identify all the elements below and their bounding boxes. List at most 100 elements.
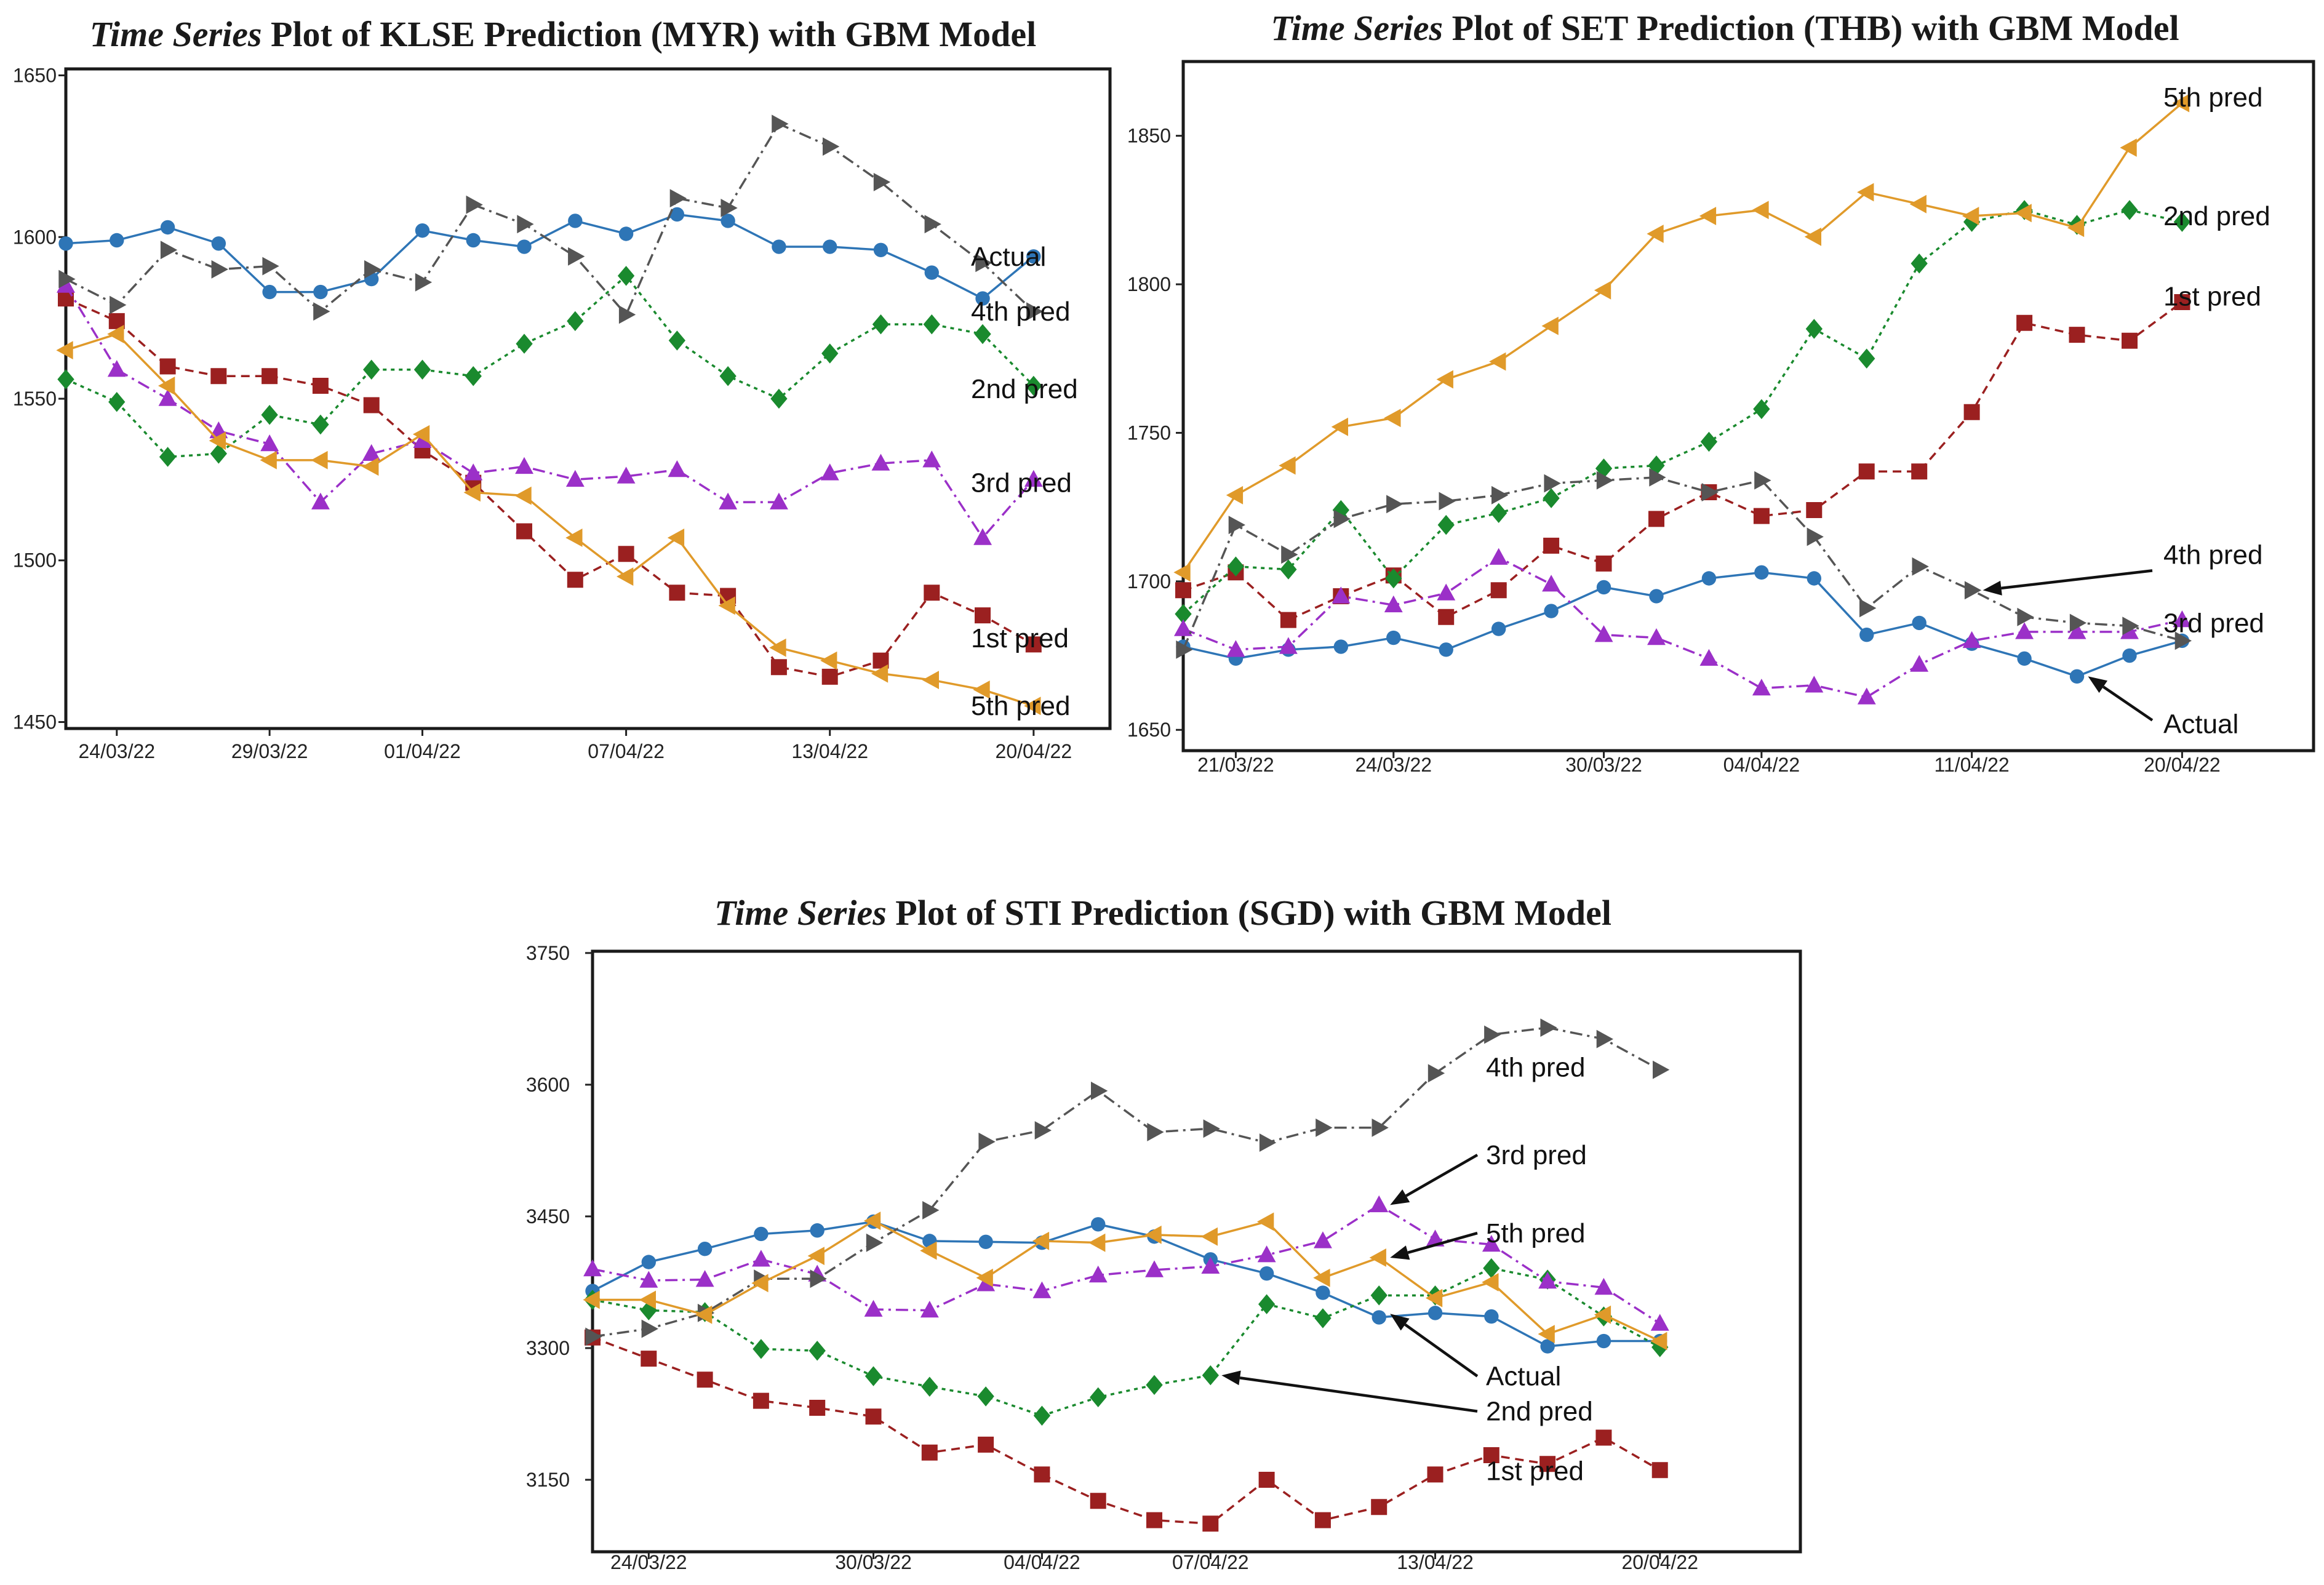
data-point: [2121, 200, 2138, 220]
data-point: [2016, 314, 2033, 331]
x-tick-label: 20/04/22: [996, 740, 1072, 762]
series-3rd-pred: [57, 276, 1043, 545]
data-point: [1146, 1512, 1162, 1528]
y-tick-label: 1800: [1127, 273, 1171, 295]
data-point: [1964, 581, 1982, 600]
data-point: [1427, 1466, 1444, 1483]
y-axis: 3150 3300 3450 3600 3750: [526, 942, 593, 1491]
data-point: [1316, 1285, 1330, 1300]
data-point: [695, 1305, 713, 1324]
data-point: [1090, 1387, 1107, 1408]
data-point: [721, 199, 738, 217]
data-point: [1858, 463, 1875, 480]
callout-label: 5th pred: [1486, 1218, 1585, 1248]
data-point: [1372, 1310, 1386, 1325]
data-point: [57, 276, 75, 293]
data-point: [719, 366, 737, 386]
data-point: [107, 360, 126, 377]
data-point: [1910, 655, 1929, 672]
series-2nd-pred: [57, 266, 1042, 467]
series-line: [65, 297, 1034, 678]
data-point: [210, 444, 227, 464]
y-tick-label: 3750: [526, 942, 570, 964]
data-point: [110, 233, 124, 248]
data-point: [1596, 471, 1614, 490]
data-point: [262, 257, 279, 276]
callout-label: Actual: [1486, 1362, 1561, 1392]
data-point: [1701, 571, 1717, 586]
data-point: [1701, 483, 1719, 501]
data-point: [516, 523, 532, 540]
data-point: [1025, 375, 1042, 396]
data-point: [1912, 557, 1929, 576]
series-line: [65, 213, 1034, 300]
series-line: [65, 274, 1035, 458]
callout-arrow-shaft: [1405, 1154, 1479, 1197]
data-point: [639, 1271, 658, 1288]
data-point: [56, 341, 73, 360]
data-point: [2069, 613, 2087, 633]
data-point: [1228, 516, 1245, 535]
data-point: [1091, 1217, 1106, 1232]
data-point: [466, 233, 481, 248]
callout-label: 3rd pred: [1486, 1140, 1587, 1170]
data-point: [1145, 1260, 1164, 1277]
data-point: [159, 358, 176, 375]
data-point: [641, 1255, 657, 1269]
data-point: [158, 377, 175, 395]
data-point: [872, 652, 889, 669]
series-line: [593, 1220, 1661, 1343]
series-line: [592, 1336, 1661, 1525]
data-point: [583, 1290, 600, 1309]
series-line: [1182, 476, 2182, 650]
series-line: [592, 1204, 1661, 1325]
data-point: [1090, 1493, 1106, 1509]
data-point: [1542, 575, 1560, 592]
data-point: [718, 596, 735, 615]
data-point: [1372, 1118, 1389, 1137]
data-point: [1911, 254, 1928, 274]
data-point: [1259, 1133, 1277, 1152]
data-point: [415, 223, 430, 238]
callout-arrow: [1390, 1314, 1479, 1378]
data-point: [1281, 545, 1298, 564]
data-point: [618, 226, 634, 241]
data-point: [583, 1259, 602, 1277]
y-tick-label: 1550: [13, 388, 57, 410]
series-5th-pred: [583, 1212, 1667, 1351]
data-point: [2174, 631, 2192, 650]
data-point: [1594, 1277, 1613, 1295]
x-tick-label: 29/03/22: [231, 740, 308, 762]
data-point: [159, 447, 177, 467]
data-point: [311, 450, 328, 469]
series-line: [65, 333, 1034, 707]
data-point: [640, 1300, 657, 1320]
y-tick-label: 3150: [526, 1469, 570, 1491]
x-tick-label: 21/03/22: [1197, 754, 1274, 776]
data-point: [1437, 583, 1456, 601]
data-point: [1370, 1195, 1389, 1213]
data-point: [1280, 612, 1296, 628]
x-tick-label: 24/03/22: [78, 740, 155, 762]
callout-arrow: [1983, 569, 2153, 596]
data-point: [1594, 1305, 1611, 1324]
data-point: [413, 359, 431, 380]
x-tick-label: 07/04/22: [588, 740, 665, 762]
x-tick-label: 30/03/22: [835, 1551, 912, 1573]
data-point: [567, 311, 584, 332]
y-axis: 1650 1700 1750 1800 1850: [1127, 125, 1183, 741]
data-point: [1428, 1064, 1445, 1083]
data-point: [1596, 1333, 1611, 1349]
data-point: [1596, 580, 1611, 595]
data-point: [565, 529, 583, 547]
data-point: [1026, 302, 1044, 321]
plot-frame: [64, 67, 1112, 730]
data-point: [809, 1341, 826, 1361]
data-point: [1259, 1266, 1274, 1281]
data-point: [873, 242, 888, 257]
data-point: [1025, 636, 1042, 653]
data-point: [1753, 508, 1770, 524]
data-point: [311, 492, 330, 509]
data-point: [1543, 537, 1560, 554]
data-point: [568, 214, 583, 228]
